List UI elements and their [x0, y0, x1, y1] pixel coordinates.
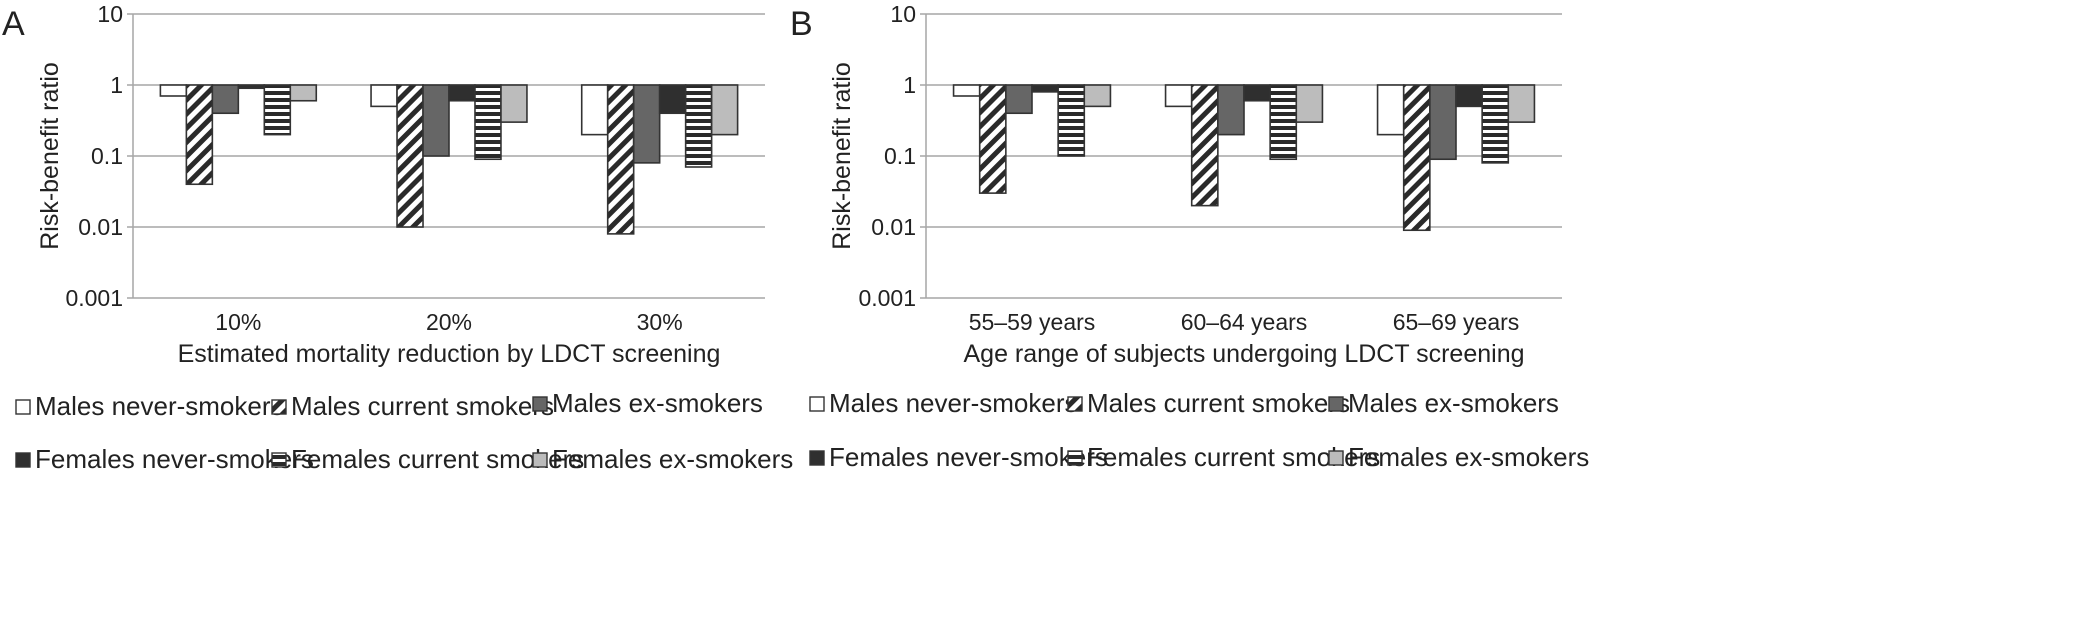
- legend-entry: Females never-smokers: [809, 442, 1108, 472]
- legend-label: Females ex-smokers: [1348, 442, 1589, 472]
- bar: [632, 84, 661, 164]
- legend-label: Males current smokers: [291, 391, 554, 421]
- bar: [710, 84, 739, 136]
- y-tick-label: 10: [97, 1, 123, 27]
- bar: [448, 84, 476, 102]
- bar: [1455, 84, 1483, 108]
- y-tick-label: 0.01: [78, 214, 123, 240]
- legend-label: Males never-smokers: [35, 391, 284, 421]
- legend-entry: Females ex-smokers: [532, 444, 793, 474]
- bar: [1190, 84, 1219, 207]
- bar: [580, 84, 609, 136]
- x-tick-label: 65–69 years: [1393, 309, 1520, 335]
- legend-label: Males current smokers: [1087, 388, 1350, 418]
- bar: [500, 84, 528, 123]
- y-tick-label: 0.01: [871, 214, 916, 240]
- legend-swatch: [271, 399, 287, 415]
- legend-label: Males never-smokers: [829, 388, 1078, 418]
- bar: [422, 84, 450, 157]
- y-tick-label: 10: [890, 1, 916, 27]
- bar: [1005, 84, 1033, 115]
- x-tick-label: 60–64 years: [1181, 309, 1308, 335]
- legend-entry: Females never-smokers: [15, 444, 314, 474]
- legend-swatch: [1328, 450, 1344, 466]
- x-axis-title: Age range of subjects undergoing LDCT sc…: [964, 340, 1525, 368]
- legend-swatch: [15, 452, 31, 468]
- legend-label: Females never-smokers: [35, 444, 314, 474]
- legend-entry: Males ex-smokers: [532, 388, 763, 418]
- legend-swatch: [1328, 396, 1344, 412]
- legend-label: Males ex-smokers: [1348, 388, 1559, 418]
- y-tick-label: 0.001: [65, 285, 123, 311]
- bar: [159, 84, 188, 97]
- y-tick-label: 0.1: [91, 143, 123, 169]
- x-tick-label: 20%: [426, 309, 472, 335]
- panel-b: B 10 1 0.1 0.01 0.001 Risk-benefit ratio 55–59 …: [790, 1, 1589, 472]
- legend-swatch: [1067, 450, 1083, 466]
- bar: [1507, 84, 1536, 123]
- bar: [978, 84, 1007, 194]
- legend-entry: Males never-smokers: [15, 391, 284, 421]
- bar: [1164, 84, 1193, 108]
- y-tick-label: 1: [903, 72, 916, 98]
- legend-label: Males ex-smokers: [552, 388, 763, 418]
- x-tick-label: 30%: [637, 309, 683, 335]
- legend-label: Females never-smokers: [829, 442, 1108, 472]
- legend-entry: Males ex-smokers: [1328, 388, 1559, 418]
- bar: [370, 84, 398, 108]
- bar: [1402, 84, 1431, 232]
- bar: [952, 84, 981, 97]
- bar: [263, 84, 292, 136]
- legend-swatch: [532, 452, 548, 468]
- legend-swatch: [271, 452, 287, 468]
- bar: [684, 84, 713, 168]
- bar: [1083, 84, 1112, 108]
- legend-swatch: [15, 399, 31, 415]
- bar: [289, 84, 318, 102]
- bar: [211, 84, 240, 115]
- legend-entry: Males current smokers: [1067, 388, 1350, 418]
- legend-entry: Males current smokers: [271, 391, 554, 421]
- legend-swatch: [532, 396, 548, 412]
- panel-letter: A: [2, 5, 25, 43]
- bar: [1217, 84, 1245, 136]
- y-axis-title: Risk-benefit ratio: [36, 62, 64, 250]
- x-tick-label: 55–59 years: [969, 309, 1096, 335]
- bar: [1376, 84, 1405, 136]
- y-tick-label: 0.1: [884, 143, 916, 169]
- panel-a: A 10 1 0.1 0.01 0.001 Risk-benefit ratio 10% 20%…: [2, 1, 793, 474]
- bar: [658, 84, 687, 115]
- x-axis-title: Estimated mortality reduction by LDCT sc…: [178, 340, 721, 368]
- bar: [1269, 84, 1298, 161]
- x-tick-label: 10%: [215, 309, 261, 335]
- legend-swatch: [809, 450, 825, 466]
- bar: [396, 84, 424, 228]
- bar: [1243, 84, 1271, 102]
- y-axis-title: Risk-benefit ratio: [828, 62, 856, 250]
- legend-entry: Females ex-smokers: [1328, 442, 1589, 472]
- bar: [1429, 84, 1457, 161]
- bar: [1481, 84, 1510, 164]
- bar: [237, 84, 266, 90]
- legend-swatch: [1067, 396, 1083, 412]
- bar: [1031, 84, 1059, 93]
- legend-swatch: [809, 396, 825, 412]
- legend-label: Females ex-smokers: [552, 444, 793, 474]
- panel-letter: B: [790, 5, 813, 43]
- bar: [474, 84, 502, 161]
- legend-entry: Males never-smokers: [809, 388, 1078, 418]
- y-tick-label: 0.001: [858, 285, 916, 311]
- bar: [1295, 84, 1324, 123]
- bar: [185, 84, 214, 186]
- y-tick-label: 1: [110, 72, 123, 98]
- bar: [606, 84, 635, 235]
- bar: [1057, 84, 1086, 157]
